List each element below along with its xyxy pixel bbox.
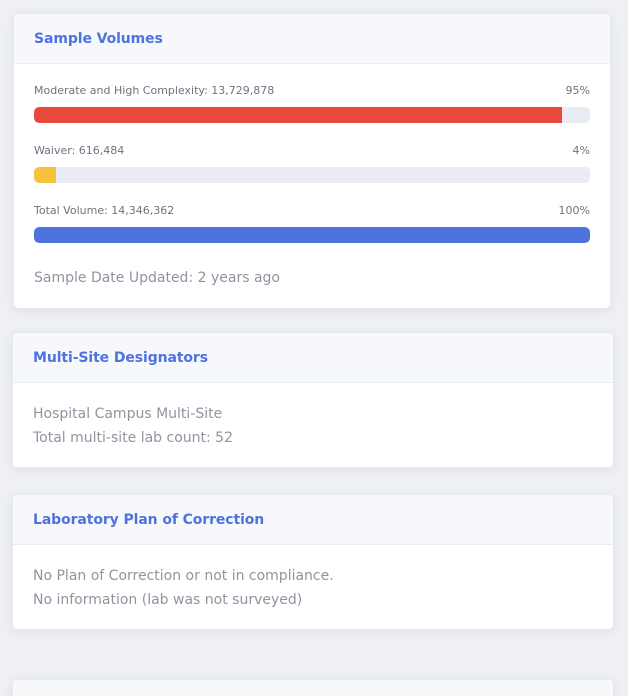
multi-site-type: Hospital Campus Multi-Site (33, 406, 223, 422)
card-header: Multi-Site Designators (13, 333, 613, 383)
progress-moderate-high: Moderate and High Complexity: 13,729,878… (34, 84, 590, 123)
multi-site-card: Multi-Site Designators Hospital Campus M… (12, 332, 614, 468)
progress-track (34, 167, 590, 183)
card-title: Sample Volumes (34, 30, 163, 47)
card-body: Hospital Campus Multi-Site Total multi-s… (13, 383, 613, 450)
card-title: Laboratory Plan of Correction (33, 511, 265, 528)
progress-percent: 95% (565, 84, 590, 97)
progress-total: Total Volume: 14,346,362 100% (34, 204, 590, 243)
progress-fill-waiver (34, 167, 57, 183)
next-card-partial (12, 679, 614, 696)
card-body: Moderate and High Complexity: 13,729,878… (14, 64, 610, 290)
plan-of-correction-status: No Plan of Correction or not in complian… (33, 568, 334, 584)
progress-label: Total Volume: 14,346,362 (34, 204, 175, 217)
survey-info: No information (lab was not surveyed) (33, 592, 303, 608)
card-body: No Plan of Correction or not in complian… (13, 545, 613, 612)
plan-of-correction-card: Laboratory Plan of Correction No Plan of… (12, 494, 614, 630)
card-header: Sample Volumes (14, 14, 610, 64)
card-header (13, 680, 613, 696)
card-header: Laboratory Plan of Correction (13, 495, 613, 545)
sample-volumes-card: Sample Volumes Moderate and High Complex… (13, 13, 611, 309)
progress-track (34, 107, 590, 123)
progress-fill-total (34, 227, 590, 243)
progress-percent: 100% (558, 204, 590, 217)
progress-waiver: Waiver: 616,484 4% (34, 144, 590, 183)
progress-label: Waiver: 616,484 (34, 144, 125, 157)
progress-track (34, 227, 590, 243)
progress-fill-moderate-high (34, 107, 563, 123)
multi-site-lab-count: Total multi-site lab count: 52 (33, 430, 233, 446)
card-title: Multi-Site Designators (33, 349, 208, 366)
progress-percent: 4% (572, 144, 590, 157)
sample-date-updated: Sample Date Updated: 2 years ago (34, 270, 280, 286)
progress-label: Moderate and High Complexity: 13,729,878 (34, 84, 275, 97)
